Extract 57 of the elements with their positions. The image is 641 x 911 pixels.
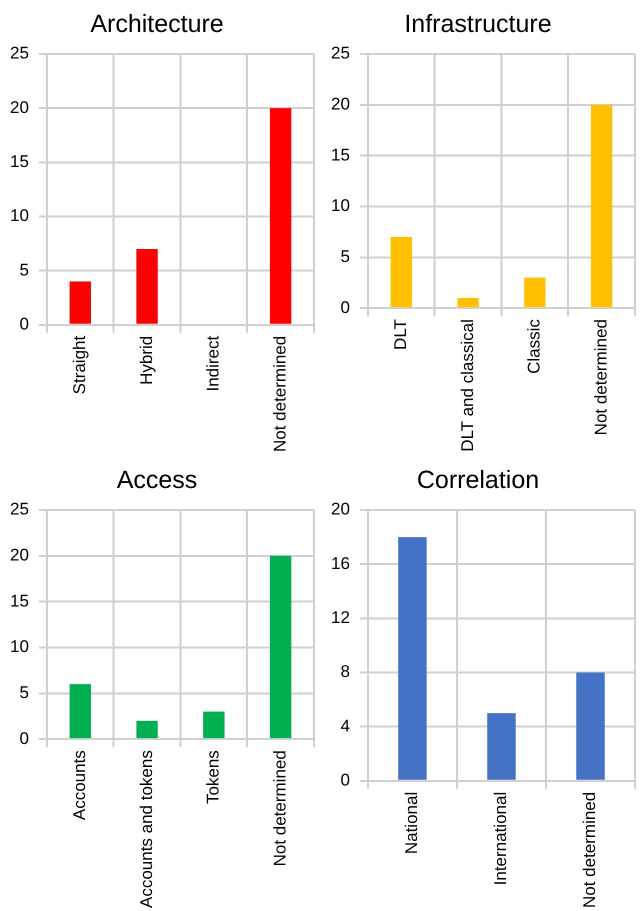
y-tick-label: 5 [19, 683, 29, 702]
y-tick-label: 25 [10, 44, 29, 63]
x-tick-label: DLT [390, 319, 410, 350]
y-tick-label: 15 [10, 152, 29, 171]
y-tick-label: 20 [330, 500, 350, 519]
y-tick-label: 20 [10, 546, 29, 565]
y-tick-label: 5 [340, 246, 350, 266]
y-tick-label: 5 [19, 260, 29, 280]
bar [390, 236, 412, 308]
bar [203, 712, 225, 738]
x-tick-label: Tokens [204, 750, 223, 804]
x-tick-label: Classic [524, 318, 544, 374]
y-tick-label: 8 [340, 662, 350, 682]
bar [136, 248, 158, 324]
chart-title: Correlation [416, 466, 540, 494]
bar [398, 537, 427, 780]
x-tick-label: Not determined [580, 792, 600, 908]
x-tick-label: Straight [70, 336, 89, 394]
y-tick-label: 4 [340, 716, 350, 736]
bar [70, 281, 91, 324]
x-tick-label: Not determined [270, 336, 290, 452]
bar [270, 556, 292, 738]
y-tick-label: 20 [10, 98, 29, 117]
bar [270, 108, 292, 324]
chart-title: Infrastructure [404, 10, 552, 38]
y-tick-label: 20 [330, 94, 350, 114]
x-tick-label: Accounts [70, 750, 89, 820]
y-tick-label: 15 [10, 591, 29, 610]
y-tick-label: 12 [330, 608, 350, 627]
y-tick-label: 0 [340, 298, 350, 317]
chart-title: Access [116, 466, 198, 494]
x-tick-label: Indirect [204, 336, 223, 392]
x-tick-label: Accounts and tokens [136, 750, 156, 908]
y-tick-label: 10 [10, 206, 29, 226]
x-tick-label: Hybrid [136, 336, 156, 385]
y-tick-label: 0 [340, 770, 350, 790]
x-tick-label: Not determined [591, 319, 610, 436]
y-tick-label: 25 [10, 500, 29, 519]
bar [136, 720, 158, 738]
y-tick-label: 25 [330, 44, 350, 63]
y-tick-label: 16 [330, 554, 350, 573]
chart-title: Architecture [90, 10, 224, 38]
y-tick-label: 0 [19, 728, 29, 748]
y-tick-label: 15 [330, 145, 350, 164]
x-tick-label: Not determined [270, 750, 290, 866]
bar [590, 104, 612, 308]
bar [576, 672, 605, 780]
bar [524, 278, 546, 308]
y-tick-label: 10 [10, 637, 29, 656]
bar [70, 684, 91, 738]
y-tick-label: 10 [330, 196, 350, 216]
bar [487, 713, 516, 780]
y-tick-label: 0 [19, 314, 29, 334]
x-tick-label: International [491, 792, 510, 886]
x-tick-label: DLT and classical [458, 319, 477, 452]
x-tick-label: National [402, 792, 422, 854]
bar [457, 298, 479, 308]
